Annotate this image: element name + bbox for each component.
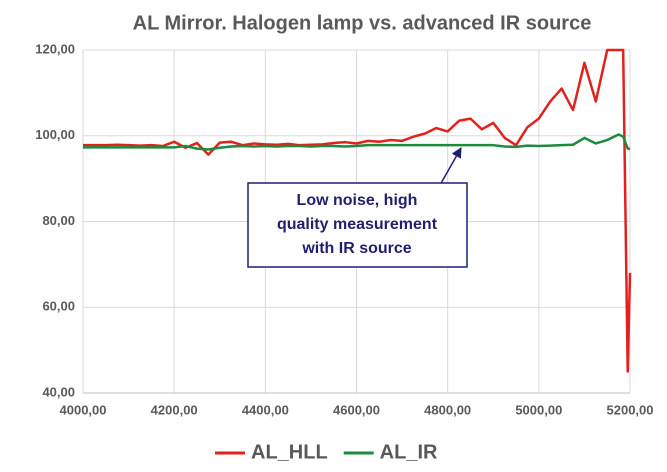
y-tick-label: 60,00: [42, 299, 75, 314]
annotation-text: with IR source: [301, 240, 411, 257]
x-tick-label: 4000,00: [60, 402, 107, 417]
x-tick-label: 4400,00: [242, 402, 289, 417]
y-tick-label: 40,00: [42, 384, 75, 399]
x-tick-label: 5200,00: [607, 402, 654, 417]
x-tick-label: 4600,00: [333, 402, 380, 417]
chart-title: AL Mirror. Halogen lamp vs. advanced IR …: [133, 12, 592, 34]
y-tick-label: 80,00: [42, 213, 75, 228]
annotation-text: quality measurement: [277, 216, 438, 233]
annotation-arrow: [439, 147, 462, 186]
y-tick-label: 100,00: [35, 127, 75, 142]
legend-label: AL_IR: [380, 441, 438, 463]
x-tick-label: 4800,00: [424, 402, 471, 417]
x-tick-label: 5000,00: [515, 402, 562, 417]
series-line: [83, 48, 632, 373]
annotation-text: Low noise, high: [297, 192, 418, 209]
y-tick-label: 120,00: [35, 41, 75, 56]
x-tick-label: 4200,00: [151, 402, 198, 417]
legend-label: AL_HLL: [251, 441, 328, 463]
annotation-box: [247, 182, 468, 268]
series-line: [83, 133, 631, 151]
